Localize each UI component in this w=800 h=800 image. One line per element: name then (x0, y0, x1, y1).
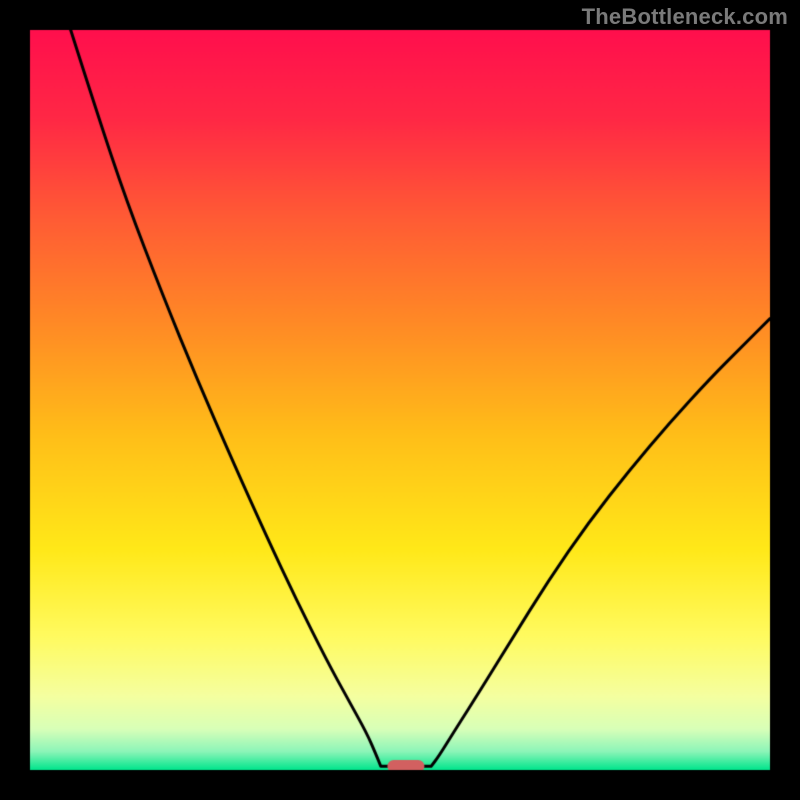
bottleneck-curve-chart (0, 0, 800, 800)
watermark-text: TheBottleneck.com (582, 4, 788, 30)
chart-container: { "watermark": { "text": "TheBottleneck.… (0, 0, 800, 800)
